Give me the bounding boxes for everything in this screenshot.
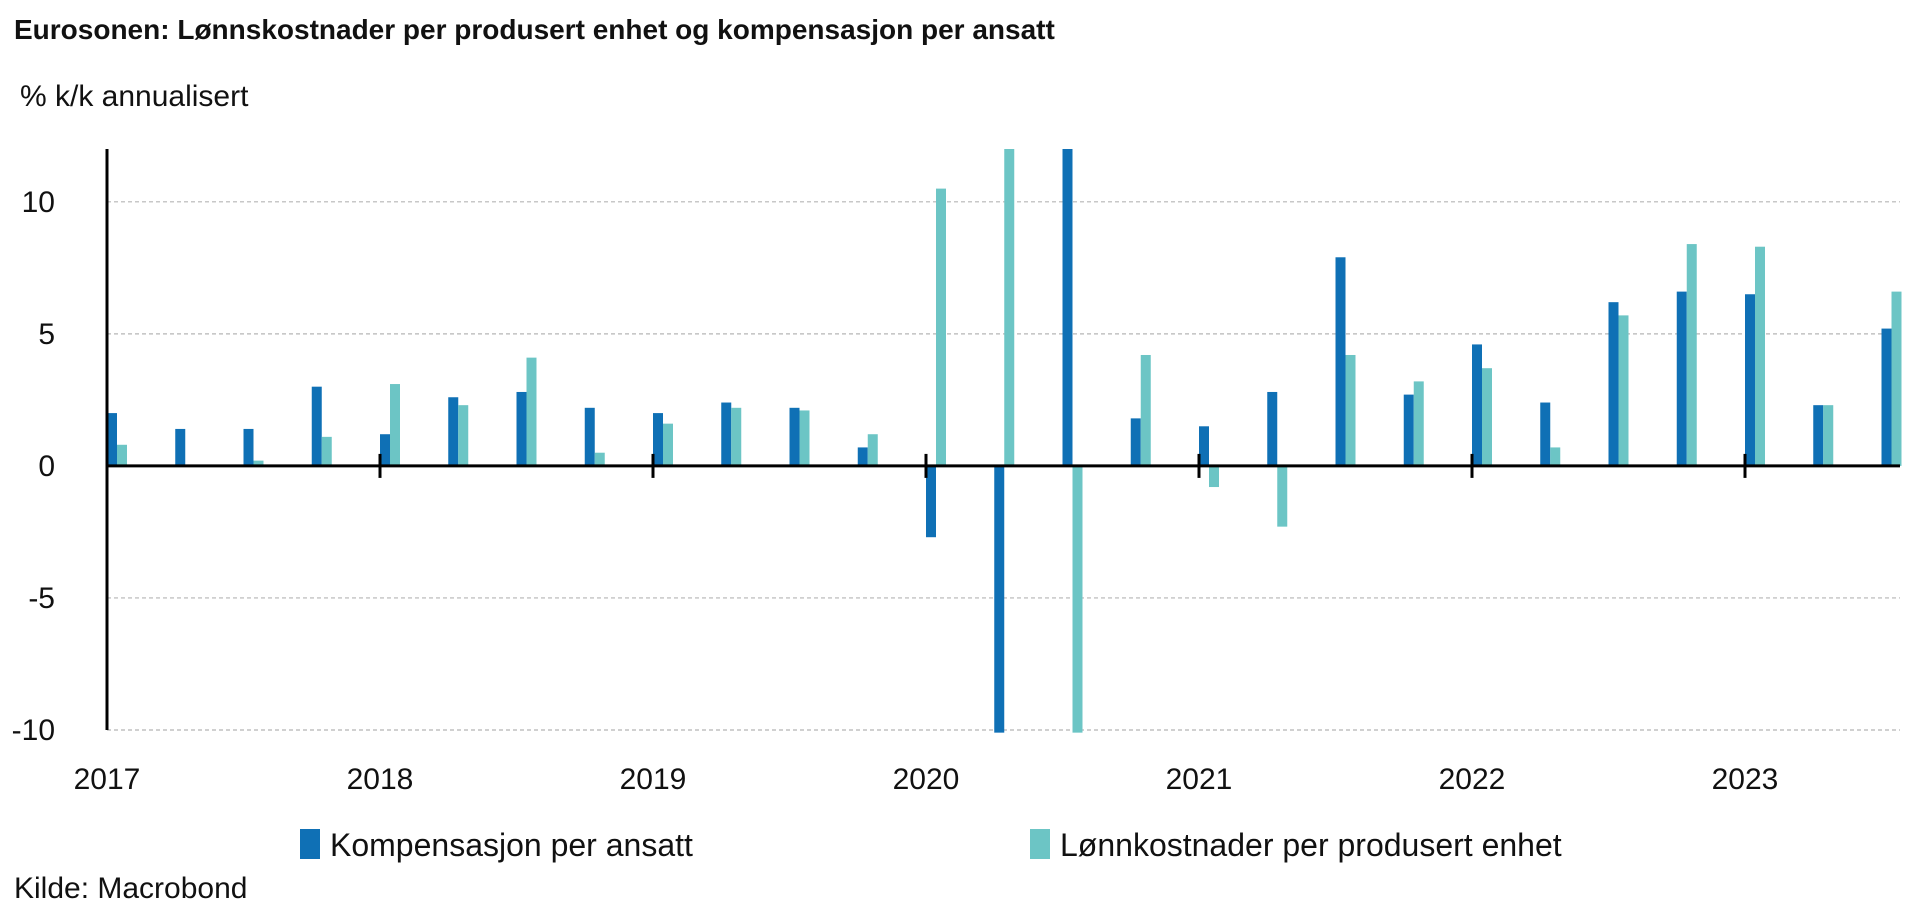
bar-lonnkostnader-2023Q2 (1823, 405, 1834, 466)
y-tick-label: -10 (12, 714, 55, 747)
bar-kompensasjon-2020Q1 (926, 465, 936, 538)
bar-lonnkostnader-2022Q2 (1550, 447, 1561, 466)
x-tick-label: 2023 (1712, 763, 1779, 796)
axes (105, 149, 1900, 730)
bar-kompensasjon-2019Q2 (721, 402, 732, 466)
bar-kompensasjon-2022Q1 (1472, 344, 1482, 466)
bar-lonnkostnader-2019Q4 (867, 434, 878, 466)
bar-lonnkostnader-2018Q1 (390, 384, 400, 466)
source-note: Kilde: Macrobond (14, 872, 248, 905)
x-tick-label: 2020 (893, 763, 960, 796)
bar-kompensasjon-2021Q4 (1403, 394, 1414, 466)
bar-kompensasjon-2021Q3 (1335, 257, 1346, 466)
bar-lonnkostnader-2022Q3 (1618, 315, 1629, 466)
x-tick-label: 2022 (1439, 763, 1506, 796)
x-tick-label: 2021 (1166, 763, 1233, 796)
bar-kompensasjon-2019Q4 (857, 447, 868, 466)
y-tick-label: 10 (22, 186, 55, 219)
bar-kompensasjon-2022Q4 (1676, 291, 1687, 466)
x-tick-label: 2017 (74, 763, 141, 796)
y-tick-label: 5 (38, 318, 55, 351)
bar-kompensasjon-2020Q4 (1130, 418, 1141, 466)
bar-lonnkostnader-2021Q1 (1209, 465, 1219, 488)
bar-kompensasjon-2021Q2 (1267, 391, 1278, 466)
chart-title: Eurosonen: Lønnskostnader per produsert … (14, 14, 1055, 45)
bar-kompensasjon-2018Q2 (448, 397, 459, 466)
bar-lonnkostnader-2017Q1 (117, 444, 127, 466)
bar-kompensasjon-2023Q2 (1813, 405, 1824, 466)
bar-lonnkostnader-2019Q1 (663, 423, 673, 466)
bar-lonnkostnader-2020Q4 (1140, 354, 1151, 466)
x-tick-label: 2019 (620, 763, 687, 796)
x-tick-label: 2018 (347, 763, 414, 796)
bar-kompensasjon-2018Q4 (584, 407, 595, 466)
y-tick-label: -5 (28, 582, 55, 615)
y-tick-label: 0 (38, 450, 55, 483)
bar-kompensasjon-2018Q3 (516, 391, 527, 466)
bar-kompensasjon-2023Q1 (1745, 294, 1755, 466)
y-tick-labels: -10 -5 0 5 10 (12, 186, 55, 747)
bar-lonnkostnader-2022Q1 (1482, 368, 1492, 466)
bar-kompensasjon-2017Q3 (243, 428, 254, 466)
bar-lonnkostnader-2019Q3 (799, 410, 810, 466)
bar-lonnkostnader-2020Q3 (1072, 465, 1083, 733)
legend-swatch (1030, 829, 1050, 859)
bar-kompensasjon-2019Q3 (789, 407, 800, 466)
bar-lonnkostnader-2019Q2 (731, 407, 742, 466)
bar-lonnkostnader-2020Q1 (936, 188, 946, 466)
legend-label: Lønnkostnader per produsert enhet (1060, 827, 1562, 863)
bar-lonnkostnader-2023Q3 (1891, 291, 1902, 466)
legend: Kompensasjon per ansatt Lønnkostnader per… (300, 827, 1562, 863)
bar-kompensasjon-2017Q2 (175, 428, 186, 466)
bar-lonnkostnader-2018Q3 (526, 357, 537, 466)
y-axis-unit-label: % k/k annualisert (20, 80, 249, 113)
bar-kompensasjon-2019Q1 (653, 413, 663, 466)
bar-kompensasjon-2017Q1 (107, 413, 117, 466)
bar-kompensasjon-2022Q3 (1608, 302, 1619, 466)
bar-lonnkostnader-2021Q4 (1413, 381, 1424, 466)
bar-kompensasjon-2018Q1 (380, 434, 390, 466)
legend-label: Kompensasjon per ansatt (330, 827, 693, 863)
bar-kompensasjon-2023Q3 (1881, 328, 1892, 466)
bar-kompensasjon-2022Q2 (1540, 402, 1551, 466)
legend-swatch (300, 829, 320, 859)
bar-lonnkostnader-2018Q2 (458, 405, 469, 466)
bar-kompensasjon-2017Q4 (311, 386, 322, 466)
bar-lonnkostnader-2017Q3 (253, 460, 264, 466)
bar-lonnkostnader-2022Q4 (1686, 244, 1697, 466)
bar-lonnkostnader-2023Q1 (1755, 246, 1765, 466)
bar-lonnkostnader-2018Q4 (594, 452, 605, 466)
bar-lonnkostnader-2021Q3 (1345, 354, 1356, 466)
x-tick-labels: 2017 2018 2019 2020 2021 2022 2023 (74, 763, 1779, 796)
bar-kompensasjon-2021Q1 (1199, 426, 1209, 466)
bar-lonnkostnader-2017Q4 (321, 436, 332, 466)
bar-kompensasjon-2020Q2 (994, 465, 1005, 733)
bar-lonnkostnader-2020Q2 (1004, 149, 1015, 466)
bar-lonnkostnader-2021Q2 (1277, 465, 1288, 527)
bar-kompensasjon-2020Q3 (1062, 149, 1073, 466)
bars (107, 149, 1902, 733)
